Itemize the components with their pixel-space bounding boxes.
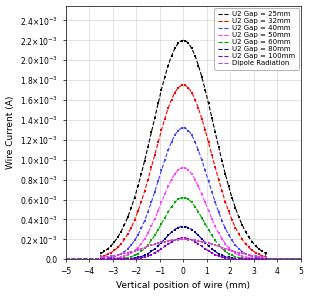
- U2 Gap = 32mm: [249, 248, 253, 251]
- U2 Gap = 50mm: [181, 166, 185, 170]
- U2 Gap = 60mm: [249, 257, 253, 261]
- U2 Gap = 25mm: [76, 258, 79, 261]
- U2 Gap = 60mm: [292, 258, 296, 261]
- U2 Gap = 25mm: [292, 258, 296, 261]
- U2 Gap = 60mm: [178, 197, 182, 200]
- U2 Gap = 40mm: [64, 258, 67, 261]
- U2 Gap = 40mm: [292, 258, 296, 261]
- Line: U2 Gap = 60mm: U2 Gap = 60mm: [66, 197, 301, 259]
- Line: U2 Gap = 50mm: U2 Gap = 50mm: [66, 168, 301, 259]
- Dipole Radiation: [292, 258, 296, 261]
- U2 Gap = 50mm: [249, 257, 253, 260]
- Line: U2 Gap = 40mm: U2 Gap = 40mm: [66, 128, 301, 259]
- U2 Gap = 25mm: [292, 258, 296, 261]
- U2 Gap = 100mm: [181, 236, 185, 240]
- Dipole Radiation: [178, 238, 182, 241]
- U2 Gap = 50mm: [292, 258, 296, 261]
- Line: U2 Gap = 32mm: U2 Gap = 32mm: [66, 85, 301, 259]
- U2 Gap = 60mm: [64, 258, 67, 261]
- U2 Gap = 60mm: [292, 258, 296, 261]
- U2 Gap = 80mm: [249, 258, 253, 261]
- U2 Gap = 25mm: [178, 40, 182, 44]
- U2 Gap = 100mm: [292, 258, 296, 261]
- U2 Gap = 50mm: [76, 258, 79, 261]
- U2 Gap = 50mm: [64, 258, 67, 261]
- U2 Gap = 60mm: [172, 202, 176, 205]
- U2 Gap = 25mm: [64, 258, 67, 261]
- U2 Gap = 40mm: [181, 126, 185, 130]
- U2 Gap = 80mm: [299, 258, 303, 261]
- U2 Gap = 40mm: [299, 258, 303, 261]
- U2 Gap = 25mm: [181, 38, 185, 42]
- U2 Gap = 25mm: [249, 239, 253, 242]
- U2 Gap = 100mm: [76, 258, 79, 261]
- X-axis label: Vertical position of wire (mm): Vertical position of wire (mm): [116, 281, 250, 290]
- U2 Gap = 100mm: [172, 239, 176, 242]
- U2 Gap = 32mm: [181, 83, 185, 87]
- U2 Gap = 32mm: [172, 93, 176, 96]
- U2 Gap = 80mm: [181, 225, 185, 228]
- Dipole Radiation: [64, 258, 67, 261]
- U2 Gap = 50mm: [172, 174, 176, 177]
- U2 Gap = 60mm: [299, 258, 303, 261]
- U2 Gap = 80mm: [76, 258, 79, 261]
- U2 Gap = 100mm: [178, 237, 182, 240]
- Line: U2 Gap = 100mm: U2 Gap = 100mm: [66, 238, 301, 259]
- U2 Gap = 32mm: [292, 258, 296, 261]
- U2 Gap = 25mm: [172, 49, 176, 52]
- U2 Gap = 32mm: [178, 85, 182, 88]
- Dipole Radiation: [76, 258, 79, 261]
- U2 Gap = 40mm: [76, 258, 79, 261]
- Dipole Radiation: [292, 258, 296, 261]
- U2 Gap = 32mm: [292, 258, 296, 261]
- U2 Gap = 50mm: [292, 258, 296, 261]
- U2 Gap = 100mm: [249, 258, 253, 261]
- U2 Gap = 80mm: [178, 225, 182, 229]
- U2 Gap = 40mm: [172, 136, 176, 139]
- U2 Gap = 100mm: [299, 258, 303, 261]
- U2 Gap = 80mm: [64, 258, 67, 261]
- Y-axis label: Wire Current (A): Wire Current (A): [6, 96, 15, 169]
- U2 Gap = 32mm: [64, 258, 67, 261]
- U2 Gap = 50mm: [178, 167, 182, 170]
- Line: Dipole Radiation: Dipole Radiation: [66, 239, 301, 259]
- U2 Gap = 100mm: [292, 258, 296, 261]
- Dipole Radiation: [172, 238, 176, 242]
- U2 Gap = 100mm: [64, 258, 67, 261]
- Dipole Radiation: [181, 238, 185, 241]
- U2 Gap = 32mm: [299, 258, 303, 261]
- U2 Gap = 32mm: [76, 258, 79, 261]
- U2 Gap = 50mm: [299, 258, 303, 261]
- U2 Gap = 60mm: [181, 196, 185, 199]
- U2 Gap = 80mm: [292, 258, 296, 261]
- Dipole Radiation: [299, 258, 303, 261]
- U2 Gap = 40mm: [178, 127, 182, 131]
- U2 Gap = 80mm: [292, 258, 296, 261]
- U2 Gap = 60mm: [76, 258, 79, 261]
- Line: U2 Gap = 25mm: U2 Gap = 25mm: [66, 40, 301, 259]
- U2 Gap = 40mm: [249, 255, 253, 258]
- Legend: U2 Gap = 25mm, U2 Gap = 32mm, U2 Gap = 40mm, U2 Gap = 50mm, U2 Gap = 60mm, U2 Ga: U2 Gap = 25mm, U2 Gap = 32mm, U2 Gap = 4…: [214, 8, 299, 70]
- U2 Gap = 40mm: [292, 258, 296, 261]
- Dipole Radiation: [249, 254, 253, 257]
- U2 Gap = 80mm: [172, 229, 176, 232]
- U2 Gap = 25mm: [299, 258, 303, 261]
- Line: U2 Gap = 80mm: U2 Gap = 80mm: [66, 226, 301, 259]
